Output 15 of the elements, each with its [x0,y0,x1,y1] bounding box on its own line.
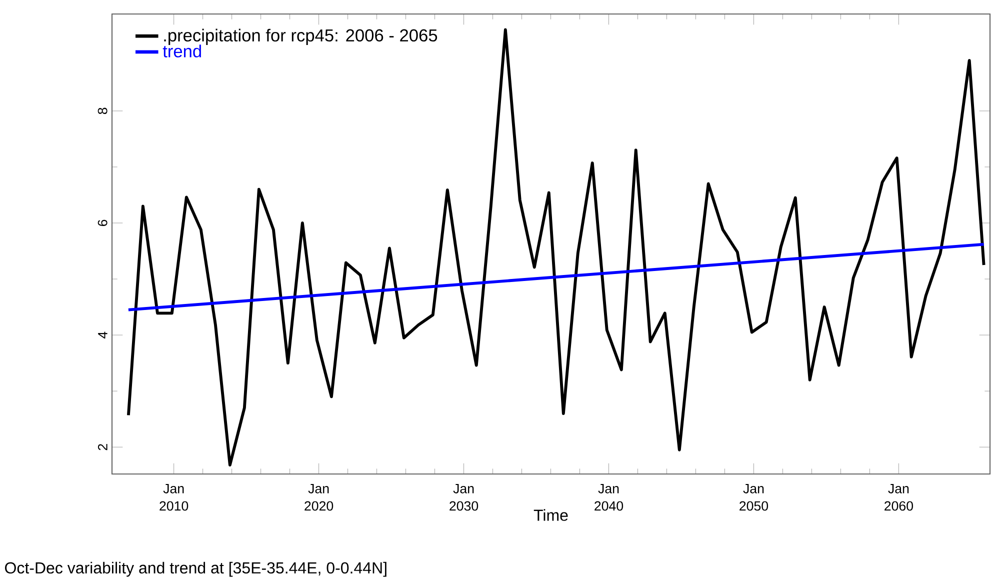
x-axis-title: Time [534,509,568,521]
legend-label: .precipitation for rcp45: 2006 - 2065 [164,28,438,45]
y-tick-label: 6 [98,220,108,226]
x-tick-label: Jan 2050 [740,484,768,511]
x-tick-label: Jan 2060 [884,484,914,511]
x-tick-label: Jan 2040 [594,484,624,511]
legend-label: trend [162,44,201,58]
line-series [126,28,986,466]
x-tick-label: Jan 2020 [304,484,334,511]
y-tick-label: 8 [98,108,108,114]
y-tick-label: 4 [98,332,108,338]
x-tick-label: Jan 2030 [450,484,478,511]
text: Oct-Dec variability and trend at [35E-35.44E, 0-0.44N] [5,562,386,577]
y-tick-label: 2 [98,444,108,450]
x-tick-label: Jan 2010 [160,484,188,511]
